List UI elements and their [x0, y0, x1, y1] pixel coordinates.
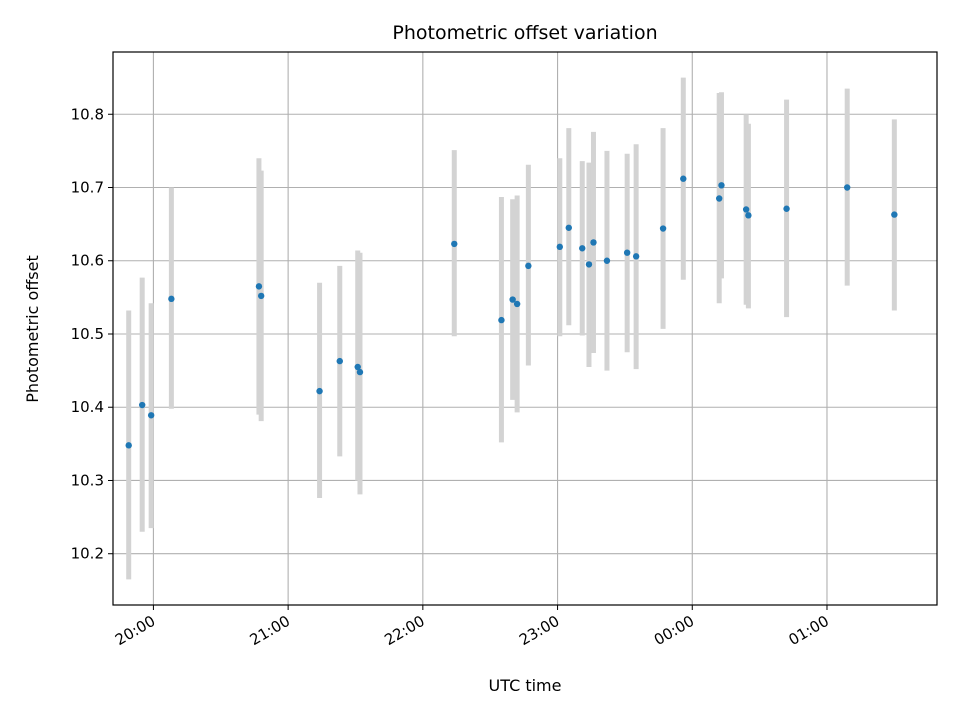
data-point: [659, 225, 667, 232]
data-point: [556, 243, 564, 251]
data-point: [718, 182, 725, 189]
y-tick-label: 10.2: [71, 545, 104, 563]
data-point: [356, 368, 364, 376]
data-point: [585, 261, 593, 268]
y-tick-layer: 10.2 10.3 10.4 10.5 10.6 10.7 10.8: [71, 105, 113, 563]
grid-layer: [113, 52, 937, 605]
data-point: [783, 205, 790, 212]
data-point: [255, 283, 263, 290]
data-point: [509, 296, 516, 303]
data-point: [565, 224, 572, 231]
data-point: [716, 195, 723, 202]
data-point: [525, 262, 532, 270]
y-tick-label: 10.6: [71, 252, 104, 270]
data-point: [603, 257, 611, 264]
y-tick-label: 10.7: [71, 179, 104, 197]
chart-title: Photometric offset variation: [392, 22, 657, 44]
y-tick-label: 10.5: [71, 325, 104, 343]
data-point: [745, 212, 752, 219]
data-point: [590, 239, 597, 246]
y-tick-label: 10.4: [71, 398, 104, 416]
point-layer: [125, 175, 898, 449]
data-point: [843, 184, 851, 191]
data-point: [513, 300, 521, 308]
data-point: [579, 245, 586, 252]
data-point: [147, 412, 155, 419]
data-point: [336, 357, 343, 365]
data-point: [680, 175, 687, 182]
data-point: [742, 206, 750, 213]
data-point: [125, 442, 132, 449]
data-point: [138, 401, 146, 409]
data-point: [632, 253, 640, 260]
plot-frame: [112, 51, 938, 606]
data-point: [316, 387, 323, 395]
data-point: [891, 211, 898, 218]
data-point: [498, 316, 505, 324]
data-point: [623, 249, 631, 256]
y-tick-label: 10.3: [71, 471, 104, 489]
data-point: [257, 292, 265, 300]
data-point: [168, 295, 175, 303]
data-point: [451, 240, 458, 248]
y-axis-label: Photometric offset: [23, 255, 42, 403]
y-tick-label: 10.8: [71, 105, 104, 123]
data-point: [354, 363, 361, 371]
x-axis-label: UTC time: [489, 676, 562, 695]
